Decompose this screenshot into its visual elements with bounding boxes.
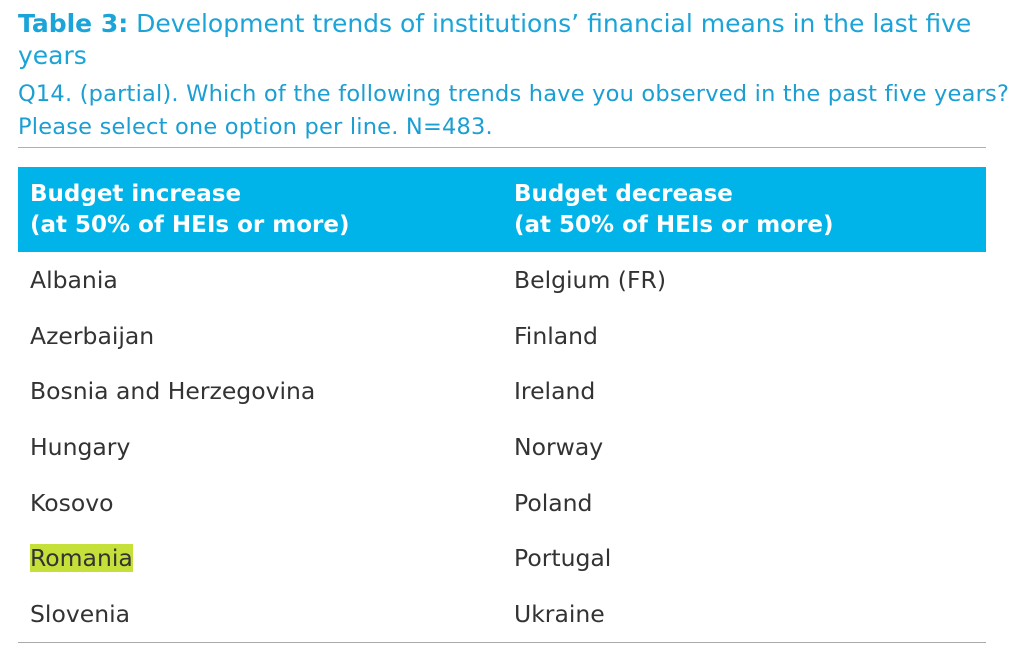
subtitle-line: Q14. (partial). Which of the following t…	[18, 81, 1010, 107]
cell: Ukraine	[502, 586, 986, 643]
header-line: (at 50% of HEIs or more)	[30, 212, 350, 238]
row: Kosovo Poland	[18, 475, 986, 531]
row: Azerbaijan Finland	[18, 308, 986, 364]
column-header: Budget decrease (at 50% of HEIs or more)	[502, 167, 986, 252]
row: Bosnia and Herzegovina Ireland	[18, 363, 986, 419]
row: Hungary Norway	[18, 419, 986, 475]
row: Slovenia Ukraine	[18, 586, 986, 643]
cell: Slovenia	[18, 586, 502, 643]
cell: Ireland	[514, 377, 596, 406]
table: Budget increase (at 50% of HEIs or more) …	[18, 167, 986, 643]
cell: Norway	[514, 432, 604, 461]
cell: Albania	[30, 265, 118, 294]
cell: Portugal	[514, 544, 612, 573]
cell: Kosovo	[30, 488, 114, 517]
table-title: Development trends of institutions’ fina…	[18, 9, 972, 70]
header-line: (at 50% of HEIs or more)	[514, 212, 834, 238]
title: Table 3: Development trends of instituti…	[18, 8, 998, 72]
header-line: Budget decrease	[514, 181, 733, 207]
cell: Azerbaijan	[30, 321, 155, 350]
row: Albania Belgium (FR)	[18, 252, 986, 308]
subtitle-line: Please select one option per line. N=483…	[18, 114, 493, 140]
cell: Romania	[18, 530, 502, 586]
cell: Belgium (FR)	[514, 265, 666, 294]
header-row: Budget increase (at 50% of HEIs or more) …	[18, 167, 986, 252]
cell: Poland	[514, 488, 593, 517]
highlighted-text: Romania	[30, 544, 133, 573]
row: Romania Portugal	[18, 530, 986, 586]
subtitle: Q14. (partial). Which of the following t…	[18, 78, 1009, 144]
header-line: Budget increase	[30, 181, 242, 207]
table-label: Table 3:	[18, 9, 129, 38]
cell: Bosnia and Herzegovina	[30, 377, 316, 406]
cell: Finland	[514, 321, 598, 350]
cell: Hungary	[30, 432, 131, 461]
column-header: Budget increase (at 50% of HEIs or more)	[18, 167, 502, 252]
divider	[18, 147, 986, 148]
